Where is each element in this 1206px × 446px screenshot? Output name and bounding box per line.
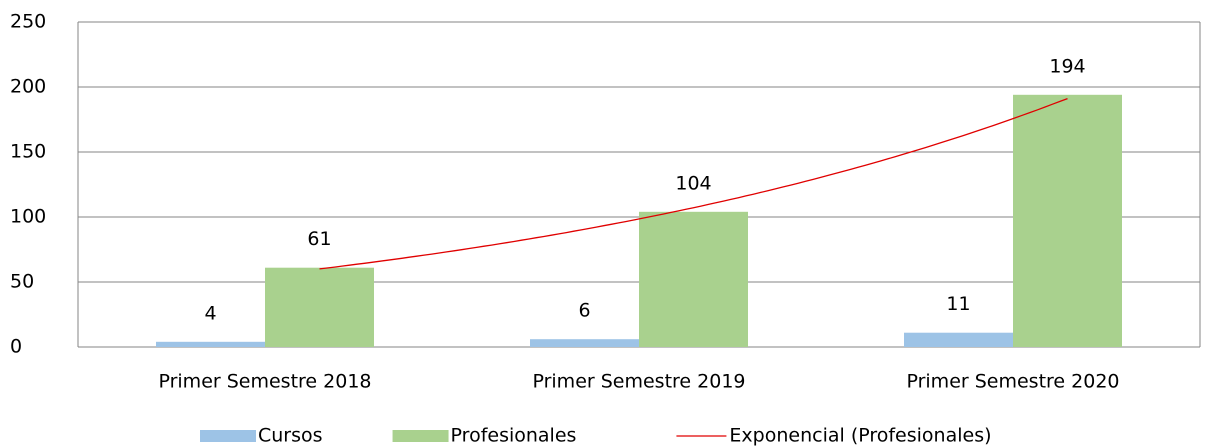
data-label: 4 (204, 302, 216, 324)
y-tick-label: 0 (10, 336, 22, 358)
bar (904, 332, 1013, 347)
y-tick-label: 250 (10, 11, 46, 33)
legend-swatch (200, 430, 256, 442)
bar (156, 341, 265, 347)
data-label: 61 (307, 228, 331, 250)
data-label: 11 (946, 293, 970, 315)
bar (1013, 94, 1122, 347)
x-tick-label: Primer Semestre 2020 (906, 371, 1119, 393)
y-tick-label: 50 (10, 271, 34, 293)
legend-label: Profesionales (451, 425, 577, 446)
data-label: 104 (675, 172, 711, 194)
y-tick-label: 150 (10, 141, 46, 163)
y-tick-label: 200 (10, 76, 46, 98)
legend-label: Exponencial (Profesionales) (729, 425, 991, 446)
x-tick-label: Primer Semestre 2019 (532, 371, 745, 393)
trendline (319, 97, 1068, 270)
bar (530, 339, 639, 347)
bar (639, 211, 748, 347)
data-label: 194 (1049, 55, 1085, 77)
y-tick-label: 100 (10, 206, 46, 228)
bar (265, 267, 374, 347)
legend-label: Cursos (258, 425, 323, 446)
legend-swatch (392, 430, 449, 442)
x-tick-label: Primer Semestre 2018 (158, 371, 371, 393)
data-label: 6 (578, 300, 590, 322)
